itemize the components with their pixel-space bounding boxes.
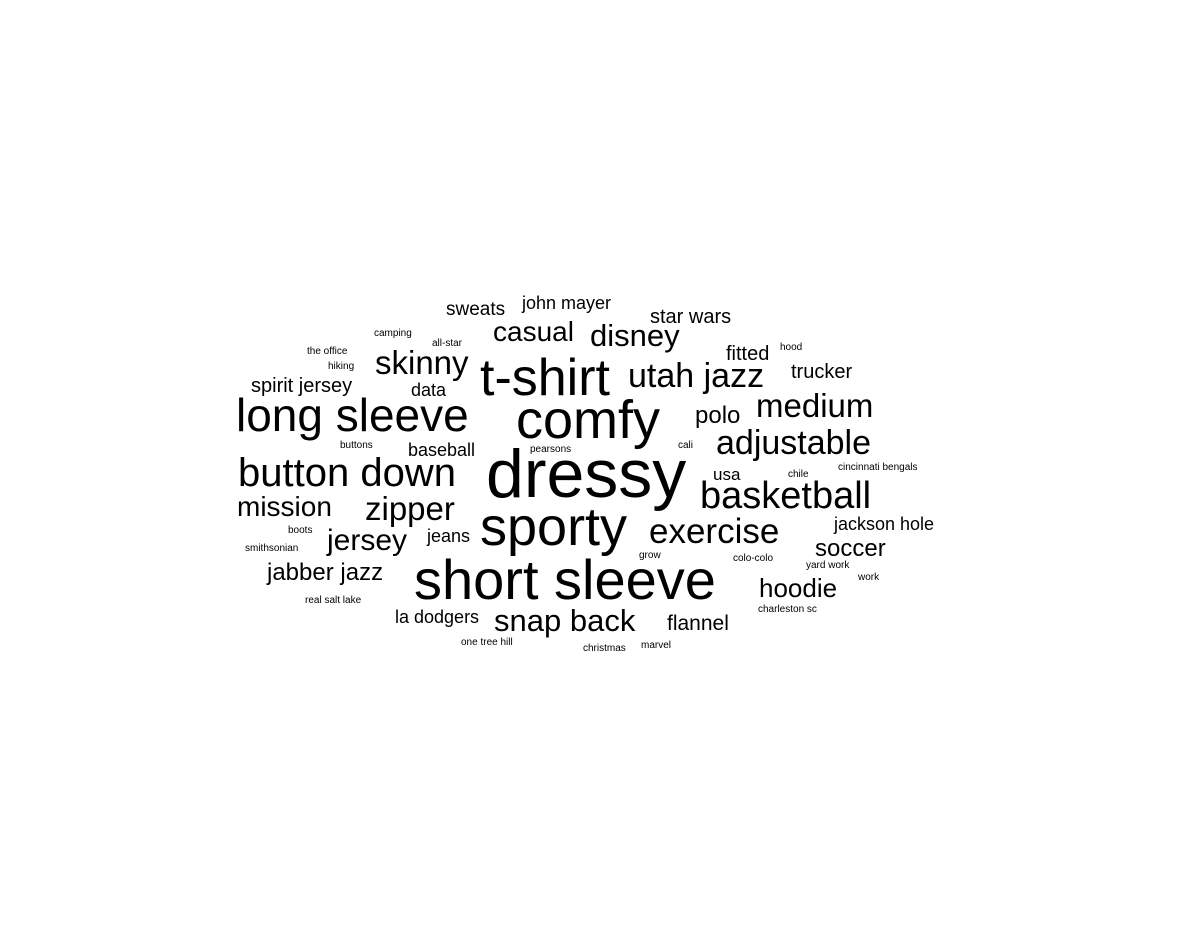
word-jeans: jeans xyxy=(427,526,471,546)
word-medium: medium xyxy=(756,387,874,424)
word-button-down: button down xyxy=(238,451,456,495)
word-jackson-hole: jackson hole xyxy=(834,514,935,534)
word-john-mayer: john mayer xyxy=(522,293,612,313)
word-chile: chile xyxy=(788,469,809,480)
word-real-salt-lake: real salt lake xyxy=(305,595,362,606)
word-la-dodgers: la dodgers xyxy=(395,607,480,627)
word-smithsonian: smithsonian xyxy=(245,543,299,554)
word-snap-back: snap back xyxy=(494,603,636,638)
word-grow: grow xyxy=(639,550,661,561)
word-boots: boots xyxy=(288,525,313,536)
word-usa: usa xyxy=(713,465,741,484)
word-christmas: christmas xyxy=(583,643,626,654)
word-one-tree-hill: one tree hill xyxy=(461,637,513,648)
word-dressy: dressy xyxy=(486,436,687,512)
word-trucker: trucker xyxy=(791,361,853,383)
word-charleston-sc: charleston sc xyxy=(758,604,817,615)
word-hiking: hiking xyxy=(328,361,355,372)
word-sporty: sporty xyxy=(480,497,628,557)
word-hood: hood xyxy=(780,342,803,353)
word-the-office: the office xyxy=(307,346,348,357)
word-short-sleeve: short sleeve xyxy=(414,548,716,611)
word-sweats: sweats xyxy=(446,299,506,320)
word-casual: casual xyxy=(493,316,574,347)
word-star-wars: star wars xyxy=(650,306,732,328)
word-skinny: skinny xyxy=(375,344,469,381)
word-exercise: exercise xyxy=(649,512,780,551)
word-data: data xyxy=(411,380,447,400)
word-soccer: soccer xyxy=(815,535,886,562)
word-camping: camping xyxy=(374,328,412,339)
word-mission: mission xyxy=(237,491,332,522)
word-cali: cali xyxy=(678,440,694,451)
word-baseball: baseball xyxy=(408,440,476,460)
word-cincinnati-bengals: cincinnati bengals xyxy=(838,462,918,473)
word-fitted: fitted xyxy=(726,343,770,365)
word-t-shirt: t-shirt xyxy=(480,349,610,407)
word-adjustable: adjustable xyxy=(716,424,872,462)
word-polo: polo xyxy=(695,402,741,429)
word-long-sleeve: long sleeve xyxy=(236,389,469,441)
word-flannel: flannel xyxy=(667,612,729,635)
word-jabber-jazz: jabber jazz xyxy=(267,559,384,586)
word-work: work xyxy=(858,572,880,583)
word-comfy: comfy xyxy=(516,390,661,450)
word-pearsons: pearsons xyxy=(530,444,572,455)
word-basketball: basketball xyxy=(700,475,872,517)
word-all-star: all-star xyxy=(432,338,463,349)
word-hoodie: hoodie xyxy=(759,573,838,603)
word-jersey: jersey xyxy=(327,524,408,557)
word-buttons: buttons xyxy=(340,440,373,451)
word-colo-colo: colo-colo xyxy=(733,553,774,564)
word-yard-work: yard work xyxy=(806,560,850,571)
word-zipper: zipper xyxy=(365,490,455,527)
word-utah-jazz: utah jazz xyxy=(628,357,765,395)
word-spirit-jersey: spirit jersey xyxy=(251,375,353,397)
word-marvel: marvel xyxy=(641,640,672,651)
word-disney: disney xyxy=(590,318,680,353)
